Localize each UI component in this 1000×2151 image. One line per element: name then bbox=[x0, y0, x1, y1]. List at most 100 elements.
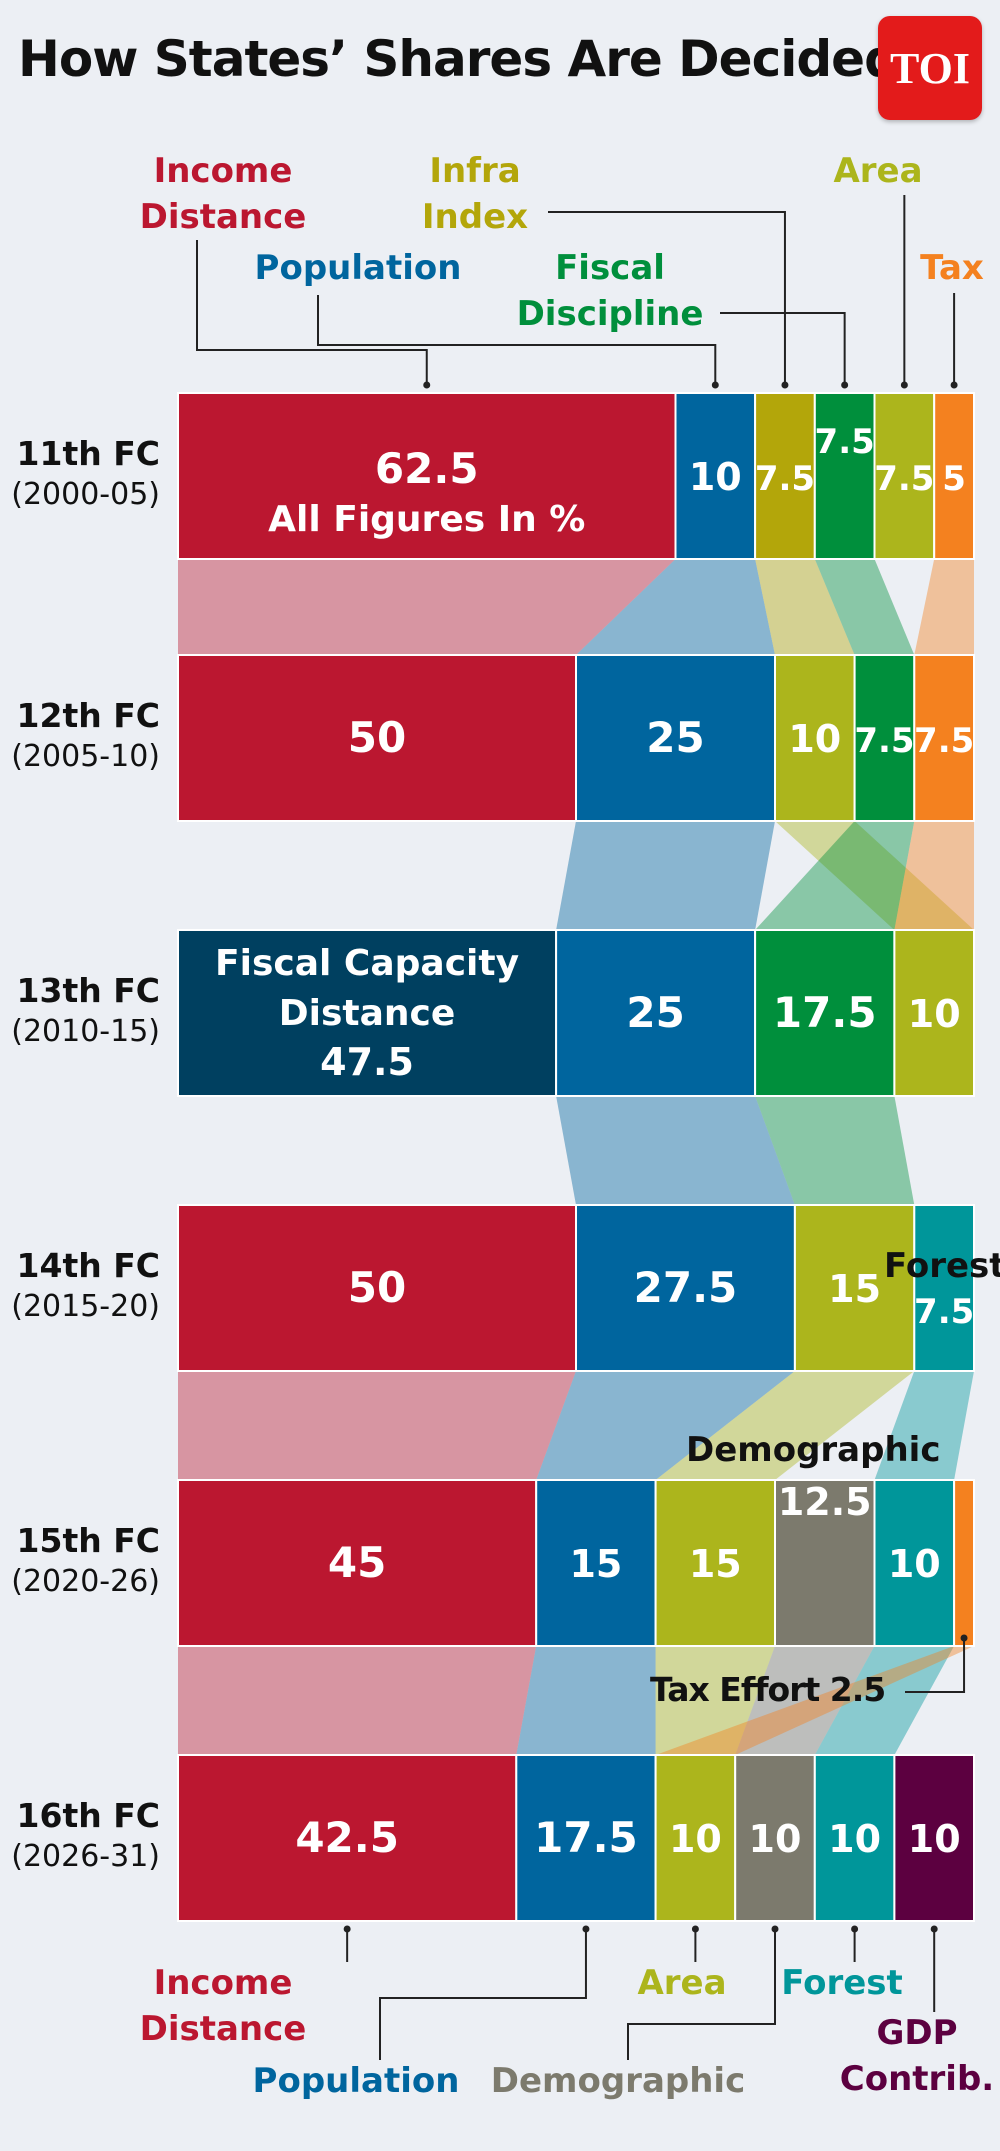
legend-gdp-bottom: GDP Contrib. bbox=[839, 2013, 995, 2099]
bar-5-forest-label: 10 bbox=[888, 1542, 941, 1586]
bar-4-income bbox=[177, 1204, 577, 1372]
bar-3-area-label: 10 bbox=[908, 992, 961, 1036]
flow-2-area-to-area bbox=[775, 821, 974, 930]
legend-forest-bottom: Forest bbox=[781, 1963, 903, 2003]
bar-1-income-label: 62.5 bbox=[375, 444, 479, 493]
row-label-fc: 12th FC bbox=[16, 696, 160, 735]
toi-logo: TOI bbox=[878, 16, 982, 120]
bar-2-income bbox=[177, 654, 577, 822]
leader-fiscal-top bbox=[720, 312, 846, 385]
row-label-years: (2010-15) bbox=[11, 1014, 160, 1049]
row-label-years: (2020-26) bbox=[11, 1564, 160, 1599]
bar-6-area-label: 10 bbox=[669, 1817, 722, 1861]
bar-2-population bbox=[575, 654, 776, 822]
bar-3-area bbox=[893, 929, 976, 1097]
leader-demographic-bottom bbox=[627, 1929, 776, 2060]
flow-5-population-to-population bbox=[516, 1646, 656, 1755]
leader-dot-fiscal-top bbox=[841, 381, 849, 389]
bar-1-area-label: 7.5 bbox=[874, 459, 934, 499]
bar-2-tax bbox=[913, 654, 975, 822]
legend-population-bottom: Population bbox=[252, 2061, 460, 2101]
bar-4-population-label: 27.5 bbox=[634, 1263, 738, 1312]
leader-dot-tax-effort bbox=[960, 1634, 968, 1642]
bar-2-area-label: 10 bbox=[788, 717, 841, 761]
leader-dot-population-bottom bbox=[582, 1925, 590, 1933]
bar-3-fiscal-capacity-title: Fiscal Capacity bbox=[215, 943, 519, 984]
bar-3-fiscal-capacity-title: Distance bbox=[279, 993, 456, 1034]
flow-1-population-to-population bbox=[576, 559, 775, 655]
bar-5-demographic-label: 12.5 bbox=[778, 1480, 872, 1524]
bar-6-gdp bbox=[893, 1754, 976, 1922]
bar-6-population-label: 17.5 bbox=[534, 1813, 638, 1862]
legend-tax-top: Tax bbox=[920, 248, 984, 288]
bar-5-area bbox=[654, 1479, 776, 1647]
leader-dot-income-bottom bbox=[343, 1925, 351, 1933]
bar-4-forest bbox=[913, 1204, 975, 1372]
bar-5-demographic bbox=[774, 1479, 876, 1647]
row-label-fc: 13th FC bbox=[16, 971, 160, 1010]
bar-4-population bbox=[575, 1204, 796, 1372]
bar-5-income bbox=[177, 1479, 538, 1647]
bar-6-forest-label: 10 bbox=[828, 1817, 881, 1861]
flow-4-forest-to-forest bbox=[874, 1371, 974, 1480]
bar-6-area bbox=[654, 1754, 737, 1922]
flow-4-income-to-income bbox=[178, 1371, 576, 1480]
leader-tax-effort bbox=[905, 1638, 966, 1693]
figures-note: All Figures In % bbox=[268, 499, 585, 540]
row-label-fc: 15th FC bbox=[16, 1521, 160, 1560]
bar-5-income-label: 45 bbox=[328, 1538, 386, 1587]
row-label: 16th FC (2026-31) bbox=[0, 1795, 160, 1877]
bar-3-fiscal-label: 17.5 bbox=[773, 988, 877, 1037]
bar-4-income-label: 50 bbox=[348, 1263, 406, 1312]
bar-1-fiscal-label: 7.5 bbox=[815, 422, 875, 462]
row-label: 13th FC (2010-15) bbox=[0, 970, 160, 1052]
legend-forest-mid: Forest bbox=[884, 1246, 1000, 1286]
leader-dot-forest-bottom bbox=[851, 1925, 859, 1933]
flow-5-forest-to-forest bbox=[814, 1646, 955, 1755]
bar-6-income bbox=[177, 1754, 518, 1922]
bar-2-population-label: 25 bbox=[646, 713, 704, 762]
bar-2-fiscal bbox=[853, 654, 916, 822]
leader-dot-income-top bbox=[423, 381, 431, 389]
bar-3-fiscal-capacity-value: 47.5 bbox=[320, 1040, 414, 1084]
leader-dot-demographic-bottom bbox=[771, 1925, 779, 1933]
leader-dot-infra-top bbox=[781, 381, 789, 389]
row-label: 14th FC (2015-20) bbox=[0, 1245, 160, 1327]
bar-1-population-label: 10 bbox=[689, 455, 742, 499]
row-label: 15th FC (2020-26) bbox=[0, 1520, 160, 1602]
row-label-fc: 11th FC bbox=[16, 434, 160, 473]
bar-4-forest-label: 7.5 bbox=[914, 1292, 974, 1332]
leader-dot-area-top bbox=[900, 381, 908, 389]
leader-population-top bbox=[317, 295, 717, 385]
bar-3-fiscalcap bbox=[177, 929, 558, 1097]
bar-4-area-label: 15 bbox=[828, 1267, 881, 1311]
leader-dot-tax-top bbox=[950, 381, 958, 389]
legend-income-top: Income Distance bbox=[139, 151, 307, 237]
bar-5-population-label: 15 bbox=[569, 1542, 622, 1586]
bar-1-population bbox=[674, 392, 757, 560]
bar-3-population-label: 25 bbox=[626, 988, 684, 1037]
leader-income-top bbox=[196, 240, 428, 385]
bar-5-area-label: 15 bbox=[689, 1542, 742, 1586]
bar-1-income bbox=[177, 392, 677, 560]
page-title: How States’ Shares Are Decided bbox=[18, 30, 900, 88]
bar-1-infra-label: 7.5 bbox=[755, 459, 815, 499]
row-label-years: (2000-05) bbox=[11, 477, 160, 512]
bar-6-demographic bbox=[734, 1754, 816, 1922]
bar-1-tax-label: 5 bbox=[942, 459, 966, 499]
bar-6-income-label: 42.5 bbox=[295, 1813, 399, 1862]
leader-dot-area-bottom bbox=[691, 1925, 699, 1933]
row-label: 11th FC (2000-05) bbox=[0, 433, 160, 515]
bar-2-tax-label: 7.5 bbox=[914, 721, 974, 761]
bar-1-fiscal bbox=[813, 392, 876, 560]
leader-infra-top bbox=[548, 211, 786, 385]
bar-5-tax bbox=[953, 1479, 975, 1647]
bar-3-population bbox=[555, 929, 757, 1097]
bar-1-tax bbox=[933, 392, 976, 560]
row-label-years: (2026-31) bbox=[11, 1839, 160, 1874]
bar-6-demographic-label: 10 bbox=[749, 1817, 802, 1861]
flow-5-area-to-area bbox=[655, 1646, 775, 1755]
legend-area-top: Area bbox=[833, 151, 923, 191]
